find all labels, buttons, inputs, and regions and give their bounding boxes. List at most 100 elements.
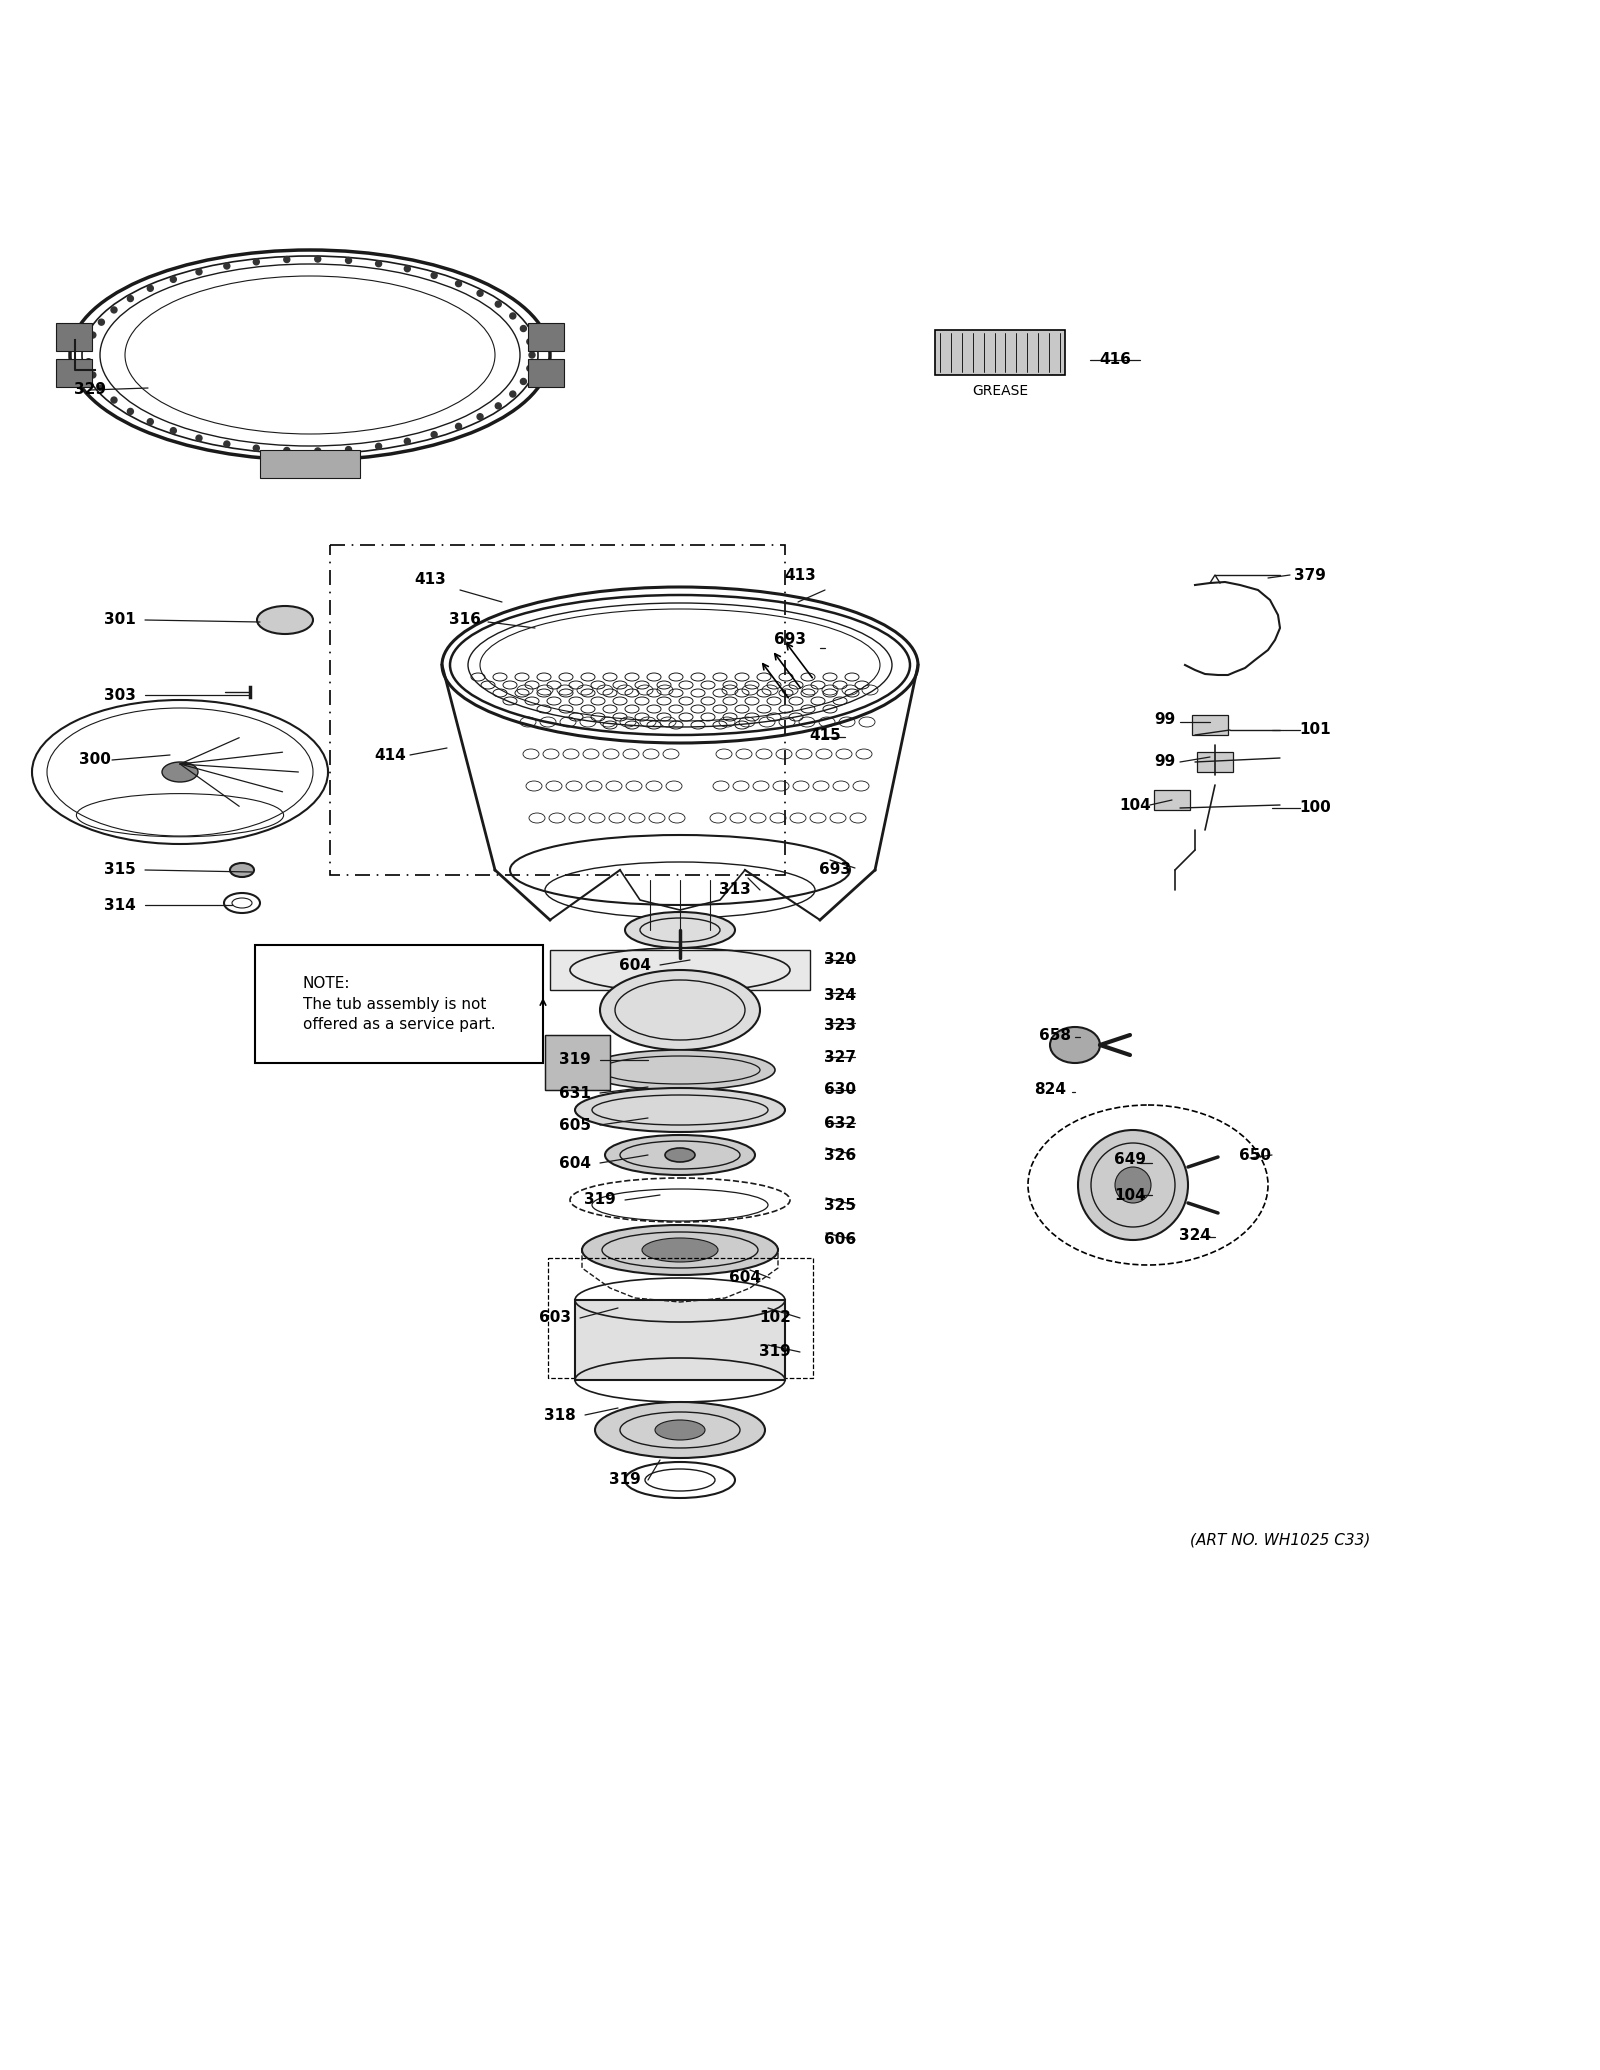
Text: 824: 824 bbox=[1034, 1083, 1066, 1097]
Circle shape bbox=[520, 325, 526, 331]
Text: 632: 632 bbox=[824, 1116, 856, 1130]
Text: 319: 319 bbox=[758, 1346, 790, 1360]
Ellipse shape bbox=[162, 762, 198, 782]
Circle shape bbox=[346, 257, 352, 263]
Text: 693: 693 bbox=[774, 633, 806, 648]
Text: 300: 300 bbox=[78, 753, 110, 768]
Text: 650: 650 bbox=[1238, 1147, 1270, 1163]
Circle shape bbox=[520, 379, 526, 385]
Bar bbox=[1192, 714, 1229, 735]
Bar bbox=[330, 544, 786, 876]
Text: 416: 416 bbox=[1099, 352, 1131, 368]
Circle shape bbox=[85, 346, 91, 352]
Circle shape bbox=[128, 296, 133, 302]
Ellipse shape bbox=[1078, 1130, 1187, 1240]
Circle shape bbox=[253, 445, 259, 451]
Ellipse shape bbox=[666, 1149, 694, 1161]
Circle shape bbox=[224, 441, 230, 447]
Text: 316: 316 bbox=[450, 613, 482, 627]
Bar bbox=[546, 1035, 610, 1091]
Text: 319: 319 bbox=[584, 1192, 616, 1207]
Bar bbox=[56, 360, 91, 387]
Bar bbox=[547, 1259, 813, 1379]
Text: 326: 326 bbox=[824, 1147, 856, 1163]
Text: 100: 100 bbox=[1299, 801, 1331, 816]
Text: 605: 605 bbox=[558, 1118, 590, 1132]
Ellipse shape bbox=[582, 1225, 778, 1275]
Text: 658: 658 bbox=[1038, 1027, 1070, 1043]
Text: 329: 329 bbox=[74, 383, 106, 397]
Circle shape bbox=[315, 447, 320, 453]
Text: 649: 649 bbox=[1114, 1153, 1146, 1167]
Ellipse shape bbox=[654, 1420, 706, 1441]
Circle shape bbox=[430, 273, 437, 277]
Circle shape bbox=[98, 319, 104, 325]
Text: 314: 314 bbox=[104, 898, 136, 913]
Circle shape bbox=[477, 290, 483, 296]
Ellipse shape bbox=[605, 1134, 755, 1176]
Text: 315: 315 bbox=[104, 863, 136, 878]
Circle shape bbox=[510, 391, 515, 397]
Circle shape bbox=[456, 282, 461, 286]
Ellipse shape bbox=[595, 1401, 765, 1457]
Text: 631: 631 bbox=[558, 1085, 590, 1101]
Bar bbox=[528, 323, 565, 350]
Circle shape bbox=[147, 286, 154, 292]
Circle shape bbox=[90, 373, 96, 379]
Bar bbox=[254, 946, 542, 1064]
Text: 414: 414 bbox=[374, 747, 406, 762]
Circle shape bbox=[496, 404, 501, 410]
Circle shape bbox=[430, 431, 437, 437]
Text: 606: 606 bbox=[824, 1232, 856, 1248]
Ellipse shape bbox=[230, 863, 254, 878]
Text: 323: 323 bbox=[824, 1018, 856, 1033]
Bar bbox=[934, 329, 1066, 375]
Text: 319: 319 bbox=[610, 1472, 642, 1488]
Bar bbox=[1154, 791, 1190, 809]
Circle shape bbox=[170, 277, 176, 282]
Ellipse shape bbox=[574, 1089, 786, 1132]
Text: 604: 604 bbox=[619, 958, 651, 973]
Text: NOTE:
The tub assembly is not
offered as a service part.: NOTE: The tub assembly is not offered as… bbox=[302, 975, 496, 1033]
Text: 99: 99 bbox=[1154, 753, 1176, 770]
Circle shape bbox=[90, 331, 96, 337]
Text: 325: 325 bbox=[824, 1199, 856, 1213]
Text: 313: 313 bbox=[718, 882, 750, 898]
Bar bbox=[546, 1035, 610, 1091]
Circle shape bbox=[477, 414, 483, 420]
Text: 319: 319 bbox=[558, 1052, 590, 1068]
Circle shape bbox=[496, 300, 501, 306]
Circle shape bbox=[85, 358, 91, 364]
Circle shape bbox=[170, 428, 176, 433]
Circle shape bbox=[253, 259, 259, 265]
Circle shape bbox=[128, 408, 133, 414]
Ellipse shape bbox=[586, 1049, 774, 1091]
Circle shape bbox=[376, 261, 382, 267]
Circle shape bbox=[147, 418, 154, 424]
Text: 630: 630 bbox=[824, 1083, 856, 1097]
Bar bbox=[550, 950, 810, 989]
Bar bbox=[574, 1300, 786, 1381]
Text: 101: 101 bbox=[1299, 722, 1331, 737]
Ellipse shape bbox=[600, 971, 760, 1049]
Bar bbox=[528, 360, 565, 387]
Ellipse shape bbox=[1050, 1027, 1101, 1064]
Circle shape bbox=[510, 313, 515, 319]
Circle shape bbox=[283, 447, 290, 453]
Circle shape bbox=[456, 424, 461, 428]
Circle shape bbox=[526, 366, 533, 371]
Circle shape bbox=[526, 339, 533, 344]
Circle shape bbox=[224, 263, 230, 269]
Text: 413: 413 bbox=[414, 573, 446, 588]
Text: 102: 102 bbox=[758, 1310, 790, 1325]
Circle shape bbox=[98, 385, 104, 391]
Text: 99: 99 bbox=[1154, 712, 1176, 727]
Text: 104: 104 bbox=[1114, 1188, 1146, 1203]
Text: 324: 324 bbox=[1179, 1228, 1211, 1242]
Bar bbox=[1197, 751, 1234, 772]
Circle shape bbox=[110, 306, 117, 313]
Text: 320: 320 bbox=[824, 952, 856, 967]
Text: 604: 604 bbox=[558, 1155, 590, 1170]
Text: 415: 415 bbox=[810, 727, 842, 743]
Text: 413: 413 bbox=[784, 567, 816, 582]
